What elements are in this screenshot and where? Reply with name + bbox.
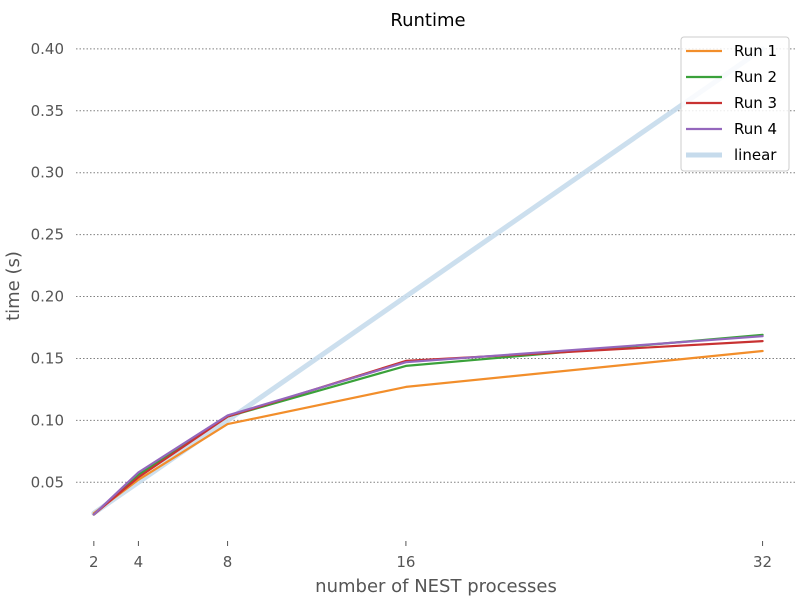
legend-box xyxy=(680,36,790,172)
x-tick-label: 32 xyxy=(753,553,772,571)
legend-label: Run 1 xyxy=(734,42,777,60)
legend: Run 1 Run 2 Run 3 Run 4 linear xyxy=(680,36,790,172)
legend-label: Run 4 xyxy=(734,120,777,138)
y-tick-label: 0.20 xyxy=(31,288,64,306)
series-line-run-3 xyxy=(92,340,764,516)
x-tick-label: 4 xyxy=(134,553,144,571)
y-tick-label: 0.10 xyxy=(31,411,64,429)
chart-title: Runtime xyxy=(390,10,465,31)
series-line-run-4 xyxy=(92,335,764,516)
y-axis-ticks: 0.05 0.10 0.15 0.20 0.25 0.30 0.35 0.40 xyxy=(31,40,64,491)
x-tick-label: 8 xyxy=(223,553,233,571)
x-tick-label: 16 xyxy=(396,553,415,571)
y-tick-label: 0.35 xyxy=(31,102,64,120)
x-axis-ticks: 2 4 8 16 32 xyxy=(89,541,772,571)
series-lines xyxy=(91,46,766,516)
x-axis-label: number of NEST processes xyxy=(315,576,557,597)
series-line-run-1 xyxy=(92,349,764,515)
y-tick-label: 0.40 xyxy=(31,40,64,58)
legend-label: Run 2 xyxy=(734,68,777,86)
y-tick-label: 0.05 xyxy=(31,473,64,491)
y-tick-label: 0.15 xyxy=(31,349,64,367)
y-axis-label: time (s) xyxy=(3,251,24,321)
x-tick-label: 2 xyxy=(89,553,99,571)
legend-label: Run 3 xyxy=(734,94,777,112)
legend-label: linear xyxy=(734,146,777,164)
y-tick-label: 0.30 xyxy=(31,164,64,182)
series-line-linear xyxy=(91,46,766,516)
y-tick-label: 0.25 xyxy=(31,226,64,244)
